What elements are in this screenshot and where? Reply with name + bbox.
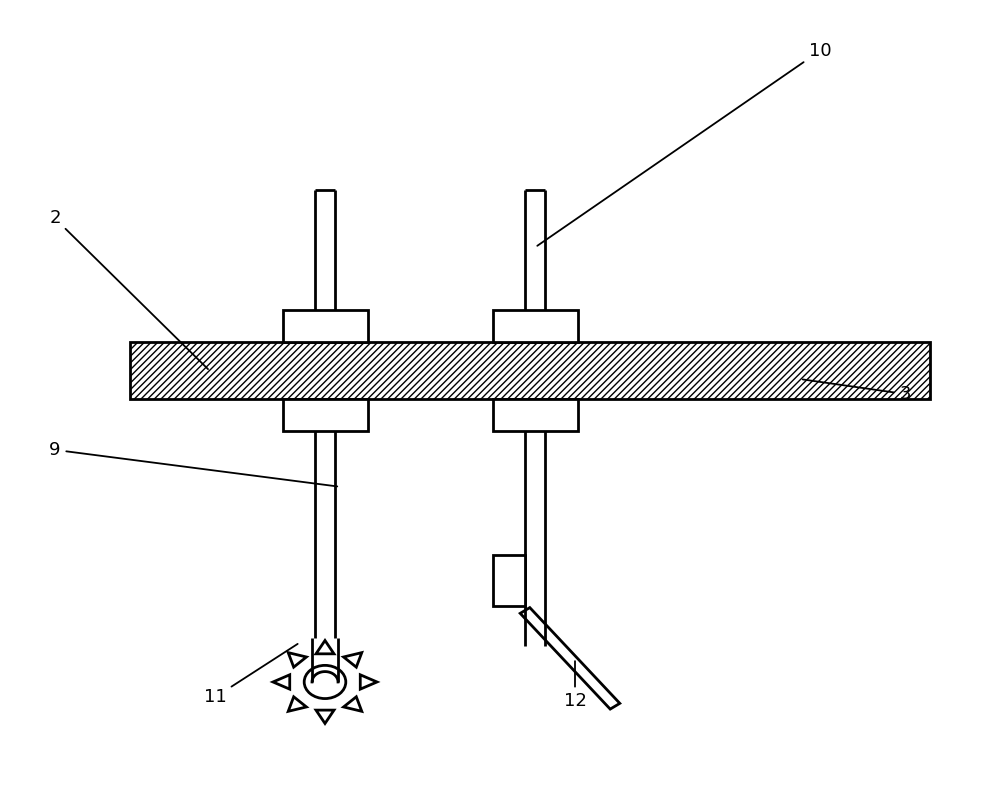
Bar [283,399,368,431]
Text: 3: 3 [803,379,911,403]
Bar [130,342,930,399]
Text: 10: 10 [537,41,831,246]
Bar [493,555,525,606]
Bar [493,310,578,342]
Bar [283,310,368,342]
Text: 2: 2 [49,209,208,369]
Text: 11: 11 [204,644,298,706]
Bar [493,399,578,431]
Text: 12: 12 [564,661,586,710]
Text: 9: 9 [49,440,337,487]
